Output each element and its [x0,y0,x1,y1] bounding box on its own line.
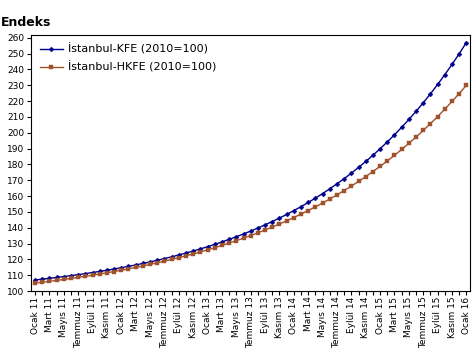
İstanbul-HKFE (2010=100) [290,215,296,219]
İstanbul-KFE (2010=100) [32,278,38,282]
İstanbul-HKFE (2010=100) [132,265,138,269]
İstanbul-HKFE (2010=100) [262,228,268,232]
Text: Endeks: Endeks [1,17,51,29]
İstanbul-KFE (2010=100) [183,251,188,255]
Line: İstanbul-KFE (2010=100): İstanbul-KFE (2010=100) [33,41,467,282]
Legend: İstanbul-KFE (2010=100), İstanbul-HKFE (2010=100): İstanbul-KFE (2010=100), İstanbul-HKFE (… [37,40,219,76]
İstanbul-KFE (2010=100) [290,209,296,213]
İstanbul-HKFE (2010=100) [405,141,411,145]
Line: İstanbul-HKFE (2010=100): İstanbul-HKFE (2010=100) [33,84,467,285]
İstanbul-KFE (2010=100) [262,223,268,227]
İstanbul-KFE (2010=100) [132,263,138,267]
İstanbul-KFE (2010=100) [463,40,468,45]
İstanbul-HKFE (2010=100) [32,281,38,285]
İstanbul-HKFE (2010=100) [118,268,124,272]
İstanbul-KFE (2010=100) [405,118,411,122]
İstanbul-HKFE (2010=100) [463,83,468,87]
İstanbul-HKFE (2010=100) [183,254,188,258]
İstanbul-KFE (2010=100) [118,266,124,270]
